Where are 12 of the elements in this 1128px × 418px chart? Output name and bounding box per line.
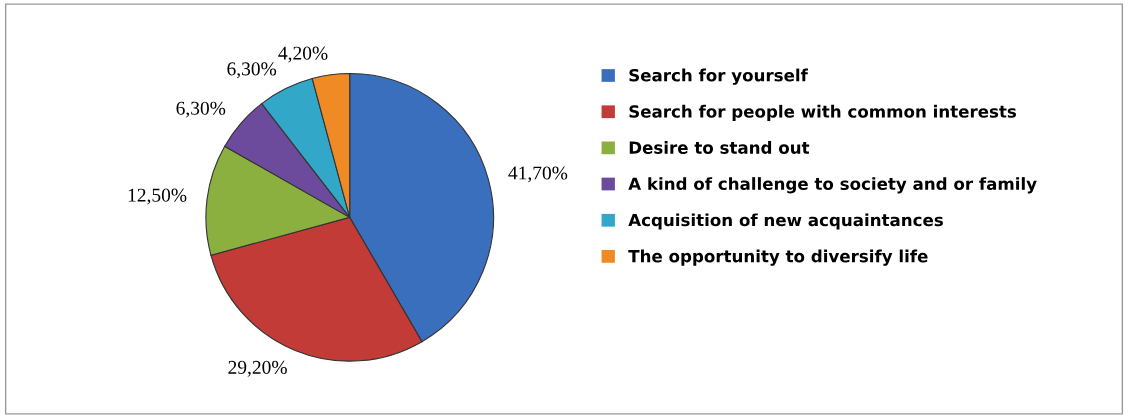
data-label: 4,20% xyxy=(278,46,328,63)
data-label: 6,30% xyxy=(227,62,277,79)
legend-label: Search for yourself xyxy=(629,68,808,85)
legend-label: A kind of challenge to society and or family xyxy=(628,177,1037,194)
data-label: 29,20% xyxy=(228,360,287,377)
data-label: 6,30% xyxy=(176,101,226,118)
legend-label: The opportunity to diversify life xyxy=(628,249,928,266)
legend-label: Search for people with common interests xyxy=(629,104,1017,121)
data-label: 12,50% xyxy=(128,188,187,205)
legend-label: Acquisition of new acquaintances xyxy=(628,213,943,230)
legend-label: Desire to stand out xyxy=(629,141,810,154)
data-label: 41,70% xyxy=(508,166,568,183)
